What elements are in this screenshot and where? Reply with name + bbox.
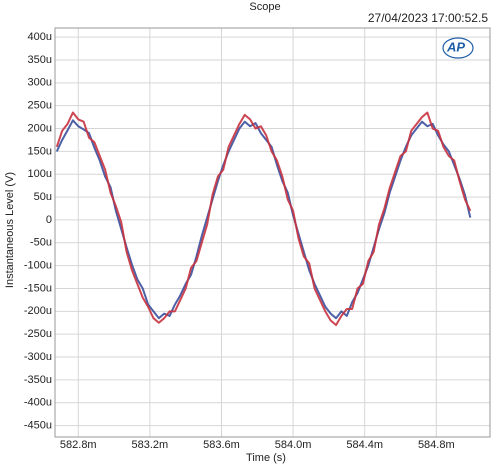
plot-area bbox=[54, 27, 491, 438]
x-tick-label: 584.8m bbox=[418, 439, 455, 451]
logo: AP bbox=[446, 39, 465, 54]
y-tick-label: 150u bbox=[28, 145, 52, 157]
plot-border bbox=[54, 27, 491, 438]
timestamp: 27/04/2023 17:00:52.5 bbox=[368, 11, 488, 25]
x-tick-label: 583.6m bbox=[203, 439, 240, 451]
y-tick-label: -250u bbox=[24, 328, 52, 340]
y-tick-label: 350u bbox=[28, 54, 52, 66]
y-tick-label: -300u bbox=[24, 351, 52, 363]
x-tick-label: 583.2m bbox=[132, 439, 169, 451]
y-tick-label: 100u bbox=[28, 168, 52, 180]
y-tick-label: 250u bbox=[28, 100, 52, 112]
y-tick-label: -350u bbox=[24, 374, 52, 386]
y-tick-label: -450u bbox=[24, 419, 52, 431]
y-tick-label: -50u bbox=[30, 237, 52, 249]
y-tick-label: -100u bbox=[24, 260, 52, 272]
y-tick-label: 50u bbox=[34, 191, 52, 203]
y-tick-label: -400u bbox=[24, 397, 52, 409]
x-axis-label: Time (s) bbox=[246, 452, 286, 464]
x-tick-label: 582.8m bbox=[60, 439, 97, 451]
y-tick-label: 300u bbox=[28, 77, 52, 89]
y-axis-label: Instantaneous Level (V) bbox=[4, 172, 16, 288]
logo-badge bbox=[442, 37, 474, 59]
y-tick-label: 0 bbox=[46, 214, 52, 226]
x-tick-label: 584.4m bbox=[346, 439, 383, 451]
x-tick-label: 584.0m bbox=[275, 439, 312, 451]
y-tick-label: -200u bbox=[24, 305, 52, 317]
y-tick-label: 200u bbox=[28, 122, 52, 134]
chart-title: Scope bbox=[249, 1, 280, 13]
y-tick-label: -150u bbox=[24, 282, 52, 294]
y-tick-label: 400u bbox=[28, 31, 52, 43]
series-line bbox=[55, 111, 472, 327]
